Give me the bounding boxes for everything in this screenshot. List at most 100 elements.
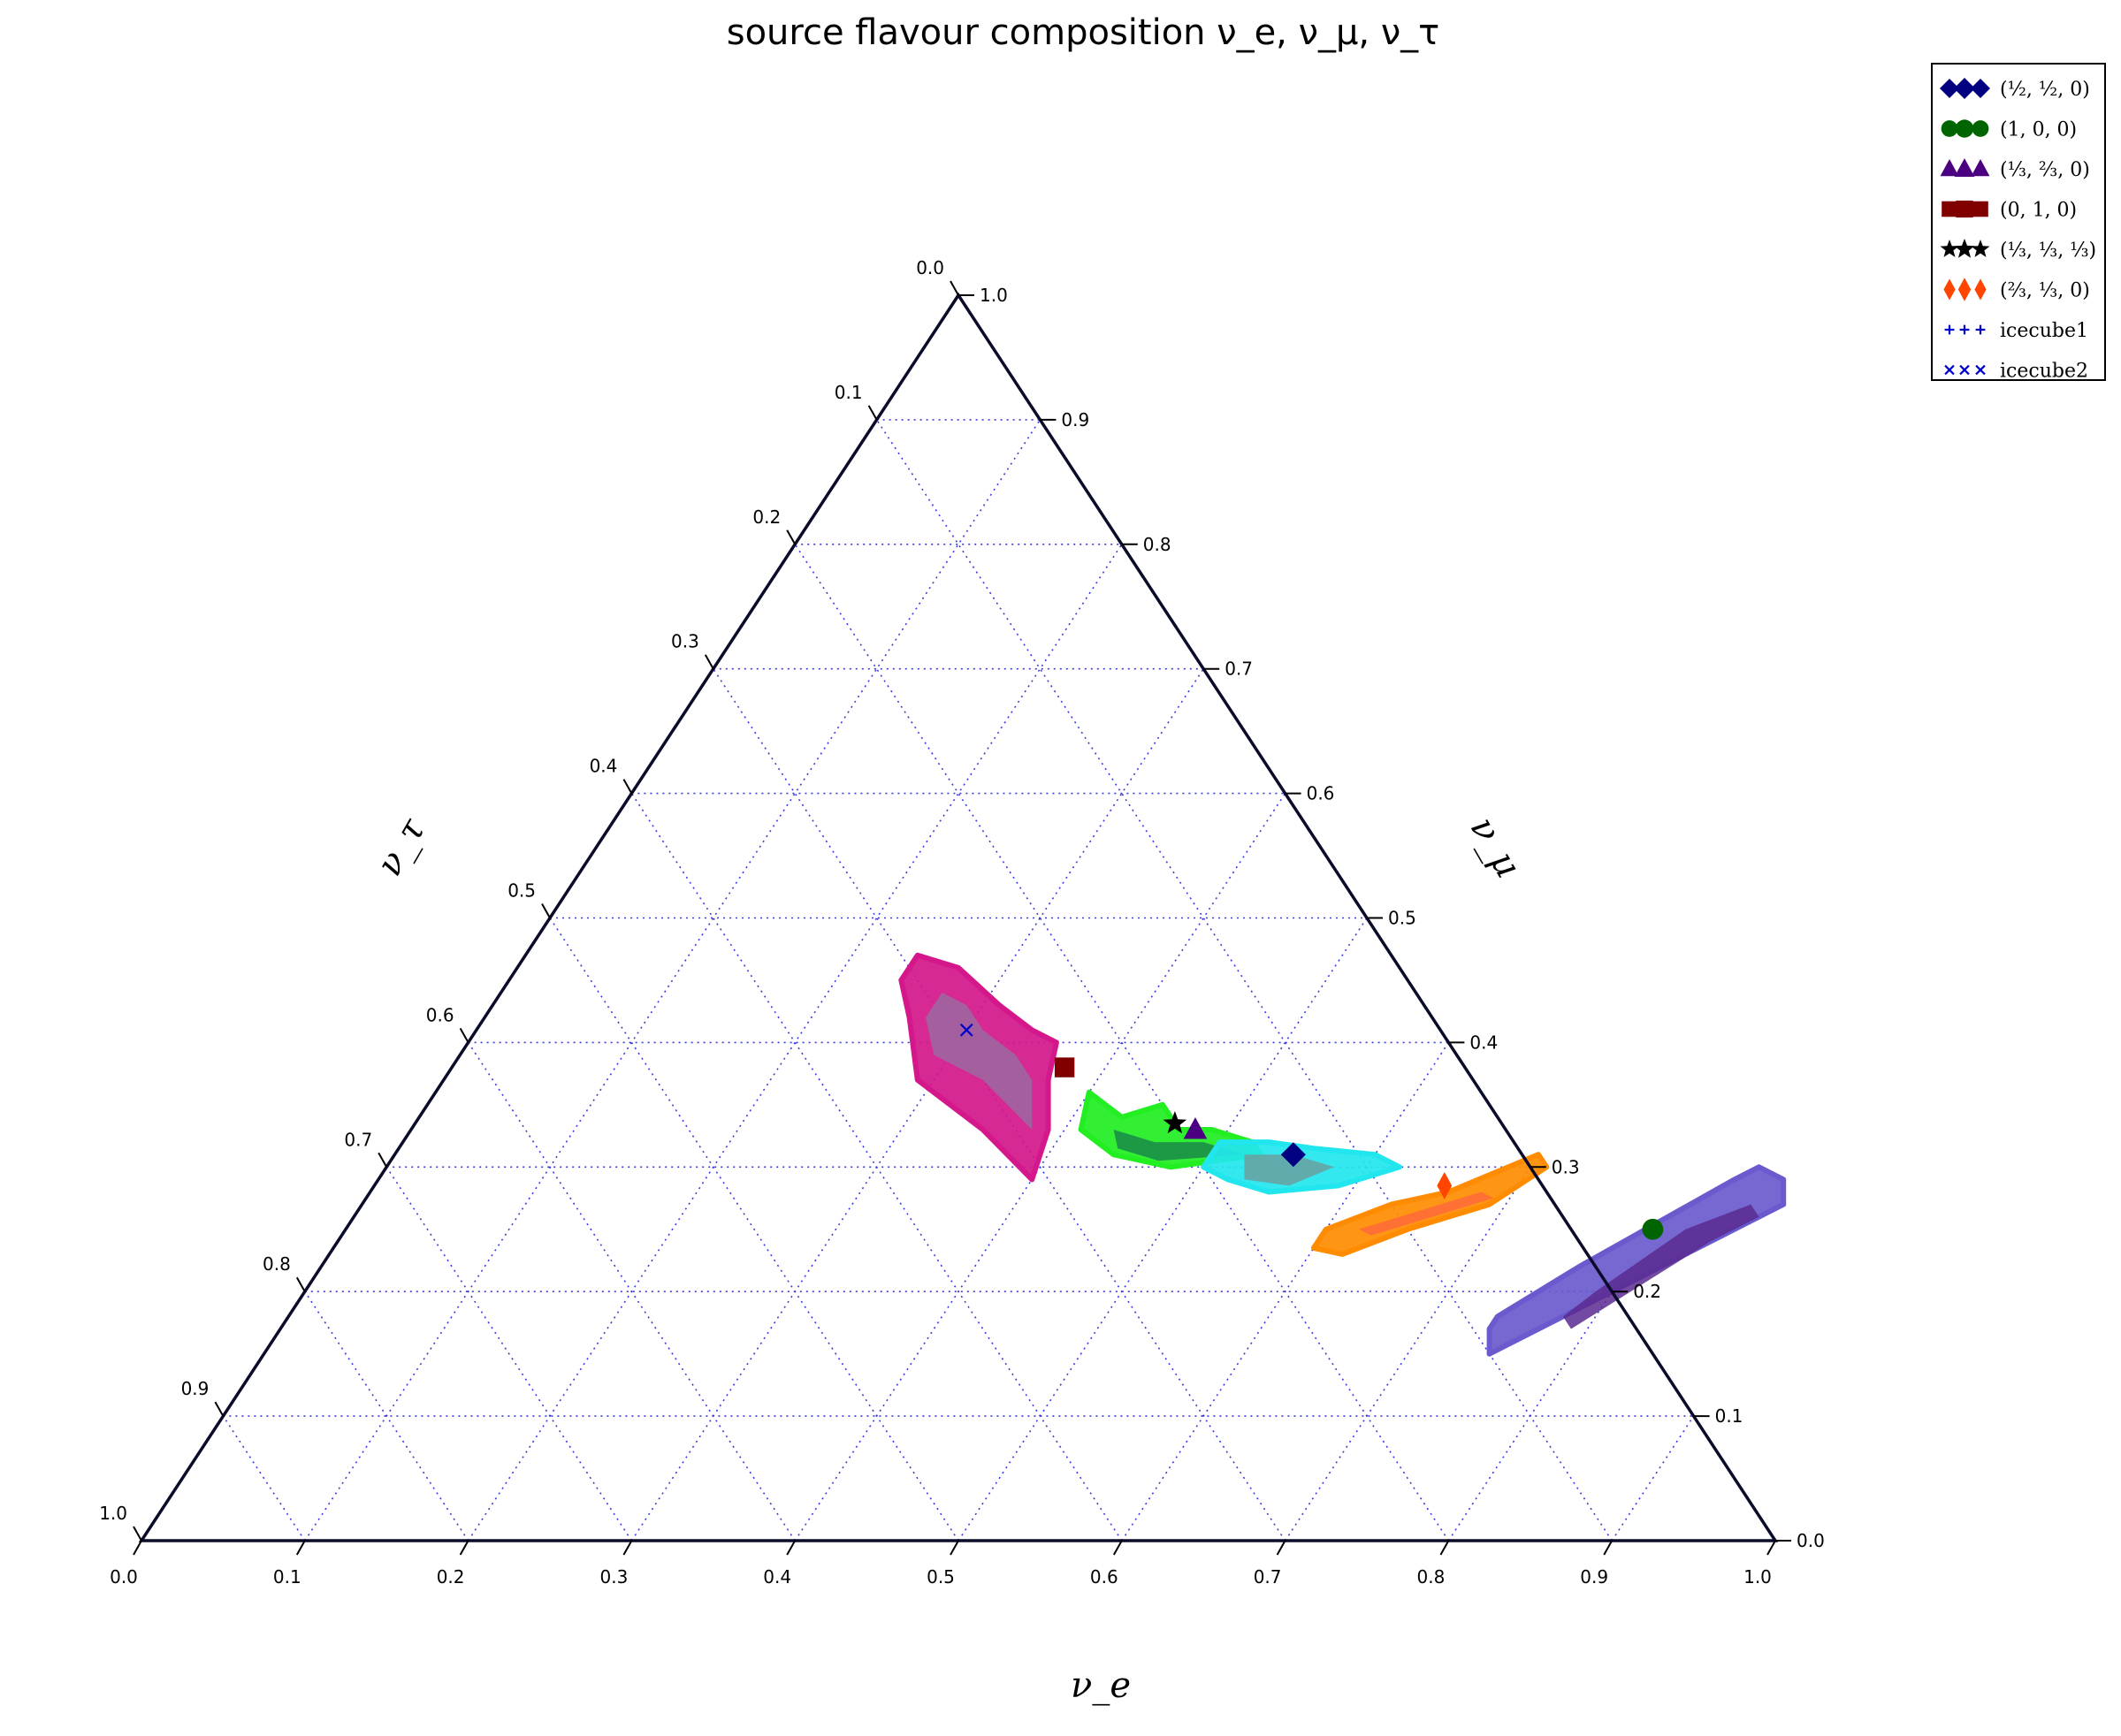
tick-label-left: 0.8: [263, 1253, 291, 1275]
legend-marker-diamond: [1971, 79, 1990, 98]
legend-marker-triangle: [1971, 159, 1990, 177]
grid-line-e: [958, 917, 1368, 1542]
legend-marker-x: [1975, 364, 1986, 376]
legend-label: icecube1: [2000, 320, 2088, 342]
tick-label-bottom: 0.1: [273, 1566, 301, 1588]
tick-bottom: [459, 1540, 469, 1556]
legend-marker-plus: [1944, 324, 1955, 335]
legend-marker-star: [1940, 240, 1959, 257]
tick-left: [786, 529, 797, 545]
tick-label-right: 0.0: [1797, 1530, 1825, 1551]
legend: (½, ½, 0) (1, 0, 0) (⅓, ⅔, 0) (0, 1, 0) (⅓, …: [1931, 63, 2106, 383]
grid-line-e: [1611, 1415, 1695, 1542]
legend-marker-circle: [1972, 120, 1989, 137]
legend-marker-triangle: [1954, 158, 1975, 177]
tick-label-bottom: 0.3: [599, 1566, 628, 1588]
point-thin_diamond: [1437, 1172, 1453, 1199]
tick-label-left: 0.4: [590, 756, 618, 777]
tick-left: [704, 654, 714, 670]
grid-line-tau: [385, 1166, 633, 1542]
tick-label-right: 0.5: [1388, 908, 1416, 929]
tick-label-right: 0.7: [1225, 659, 1253, 680]
grid-line-e: [1121, 1041, 1450, 1542]
tick-left: [541, 903, 551, 918]
grid-line-e: [304, 419, 1041, 1542]
tick-bottom: [1276, 1540, 1286, 1556]
legend-marker-x: [1959, 364, 1970, 376]
tick-bottom: [622, 1540, 633, 1556]
tick-left: [459, 1027, 469, 1043]
region-orange-core: [1358, 1192, 1494, 1236]
legend-marker-x: [1944, 364, 1955, 376]
region-cyan-core: [1244, 1154, 1334, 1186]
legend-marker-star: [1954, 239, 1975, 258]
tick-bottom: [1439, 1540, 1450, 1556]
legend-marker-circle: [1955, 119, 1974, 138]
tick-left: [295, 1276, 306, 1292]
grid-line-e: [1447, 1291, 1613, 1542]
legend-marker-circle: [1941, 120, 1958, 137]
tick-bottom: [1112, 1540, 1123, 1556]
tick-label-bottom: 0.6: [1090, 1566, 1118, 1588]
legend-frame: [1931, 63, 2106, 381]
tick-label-left: 0.5: [507, 880, 536, 902]
chart-title: source flavour composition ν_e, ν_μ, ν_τ: [727, 12, 1440, 53]
tick-label-bottom: 1.0: [1743, 1566, 1772, 1588]
region-slate-core: [1562, 1204, 1759, 1329]
point-star: [1163, 1111, 1187, 1134]
legend-marker-diamond: [1954, 78, 1975, 99]
tick-label-bottom: 0.5: [927, 1566, 955, 1588]
tick-bottom: [133, 1540, 142, 1556]
grid-line-tau: [222, 1415, 306, 1542]
tick-marks: 0.0 0.0 0.0 0.1 0.1 0.1 0.2 0.2 0.2 0.3 0.3 0.3 0.4 0…: [99, 257, 1825, 1588]
point-x: [959, 1023, 973, 1037]
grid-line-tau: [304, 1291, 469, 1542]
grid-line-e: [630, 668, 1204, 1542]
tick-left: [867, 405, 878, 421]
tick-label-bottom: 0.7: [1254, 1566, 1282, 1588]
tick-bottom: [1603, 1540, 1614, 1556]
tick-label-right: 0.8: [1143, 534, 1171, 555]
tick-label-right: 0.2: [1633, 1281, 1661, 1302]
legend-marker-diamond: [1940, 79, 1959, 98]
region-magenta-core: [926, 993, 1033, 1130]
grid-line-tau: [467, 1041, 796, 1542]
tick-label-left: 0.3: [671, 631, 699, 652]
left-axis-title: ν_τ: [369, 811, 433, 882]
grid-line-e: [1284, 1166, 1531, 1542]
grid-line-tau: [549, 917, 959, 1542]
tick-label-right: 0.6: [1307, 783, 1335, 804]
tick-label-left: 0.0: [916, 257, 944, 278]
legend-marker-square: [1972, 201, 1988, 217]
tick-label-bottom: 0.4: [763, 1566, 791, 1588]
tick-bottom: [295, 1540, 306, 1556]
legend-label: (⅓, ⅔, 0): [2000, 159, 2090, 181]
tick-label-right: 0.3: [1552, 1156, 1580, 1177]
legend-label: (½, ½, 0): [2000, 79, 2090, 101]
legend-label: icecube2: [2000, 361, 2088, 383]
tick-label-bottom: 0.0: [110, 1566, 138, 1588]
tick-left: [622, 779, 633, 795]
legend-label: (⅓, ⅓, ⅓): [2000, 240, 2096, 262]
legend-marker-thin_diamond: [1943, 278, 1956, 301]
tick-label-bottom: 0.9: [1580, 1566, 1608, 1588]
point-square: [1054, 1057, 1075, 1077]
legend-label: (⅔, ⅓, 0): [2000, 280, 2090, 302]
legend-label: (0, 1, 0): [2000, 200, 2077, 222]
legend-marker-square: [1942, 201, 1957, 217]
tick-label-right: 0.4: [1469, 1032, 1498, 1053]
tick-label-left: 0.6: [426, 1004, 454, 1025]
tick-label-left: 0.7: [344, 1129, 372, 1150]
point-diamond: [1280, 1142, 1306, 1168]
tick-label-bottom: 0.2: [437, 1566, 465, 1588]
tick-label-right: 0.1: [1715, 1405, 1743, 1427]
tick-left: [950, 280, 959, 296]
tick-label-bottom: 0.8: [1416, 1566, 1445, 1588]
tick-label-right: 0.9: [1061, 409, 1089, 430]
point-triangle: [1183, 1117, 1208, 1139]
tick-bottom: [950, 1540, 959, 1556]
point-circle: [1642, 1218, 1664, 1240]
tick-left: [133, 1526, 142, 1542]
right-axis-title: ν_μ: [1462, 811, 1529, 885]
